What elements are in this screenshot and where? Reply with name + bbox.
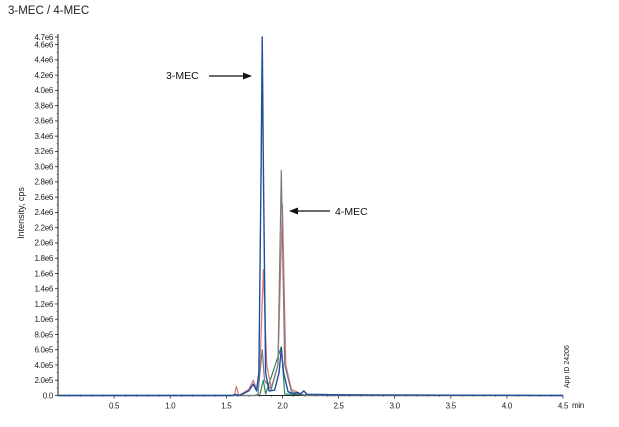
y-tick-label: 4.7e6 (34, 33, 53, 42)
y-tick-label: 2.0e6 (34, 239, 53, 248)
y-axis-ticks: 0.0 2.0e5 4.0e5 6.0e5 8.0e5 1.0e6 1.2e6 1.4e6 1.… (34, 33, 58, 400)
y-tick-label: 1.4e6 (34, 285, 53, 294)
y-tick-label: 4.2e6 (34, 71, 53, 80)
x-tick-label: 2.0 (277, 402, 288, 411)
trace-line (58, 169, 563, 397)
y-tick-label: 2.6e6 (34, 193, 53, 202)
y-tick-label: 3.0e6 (34, 162, 53, 171)
y-tick-label: 2.0e5 (34, 376, 53, 385)
y-axis-label: Intensity, cps (16, 187, 26, 239)
trace-line (58, 346, 563, 397)
annotation-4mec-label: 4-MEC (335, 206, 368, 218)
y-tick-label: 3.2e6 (34, 147, 53, 156)
x-tick-label: 1.5 (221, 402, 232, 411)
y-tick-label: 3.8e6 (34, 101, 53, 110)
arrow-right-icon (243, 72, 252, 80)
x-tick-label: 4.0 (502, 402, 513, 411)
y-tick-label: 2.8e6 (34, 178, 53, 187)
x-axis-unit: min (572, 401, 584, 410)
x-tick-label: 3.0 (390, 402, 401, 411)
y-tick-label: 2.4e6 (34, 208, 53, 217)
x-tick-label: 3.5 (446, 402, 457, 411)
y-tick-label: 1.2e6 (34, 300, 53, 309)
x-tick-label: 4.5 (558, 402, 569, 411)
x-tick-label: 1.0 (165, 402, 176, 411)
annotation-3mec-label: 3-MEC (166, 70, 199, 82)
x-axis-ticks: 0.5 1.0 1.5 2.0 2.5 3.0 3.5 4.0 4.5 (68, 395, 569, 411)
y-tick-label: 4.6e6 (34, 40, 53, 49)
arrow-left-icon (289, 207, 298, 215)
y-tick-label: 4.4e6 (34, 56, 53, 65)
y-tick-label: 1.0e6 (34, 315, 53, 324)
y-tick-label: 6.0e5 (34, 346, 53, 355)
y-tick-label: 3.6e6 (34, 117, 53, 126)
y-tick-label: 1.8e6 (34, 254, 53, 263)
y-tick-label: 3.4e6 (34, 132, 53, 141)
y-tick-label: 4.0e5 (34, 361, 53, 370)
y-tick-label: 4.0e6 (34, 86, 53, 95)
trace-line (58, 36, 564, 397)
y-tick-label: 1.6e6 (34, 269, 53, 278)
y-tick-label: 2.2e6 (34, 223, 53, 232)
x-tick-label: 2.5 (333, 402, 344, 411)
chart-title: 3-MEC / 4-MEC (8, 5, 90, 17)
x-tick-label: 0.5 (109, 402, 120, 411)
app-id-label: App ID 24206 (564, 345, 571, 388)
y-tick-label: 0.0 (43, 391, 54, 400)
trace-line (58, 204, 563, 397)
chromatogram-traces (58, 36, 564, 397)
y-tick-label: 8.0e5 (34, 330, 53, 339)
